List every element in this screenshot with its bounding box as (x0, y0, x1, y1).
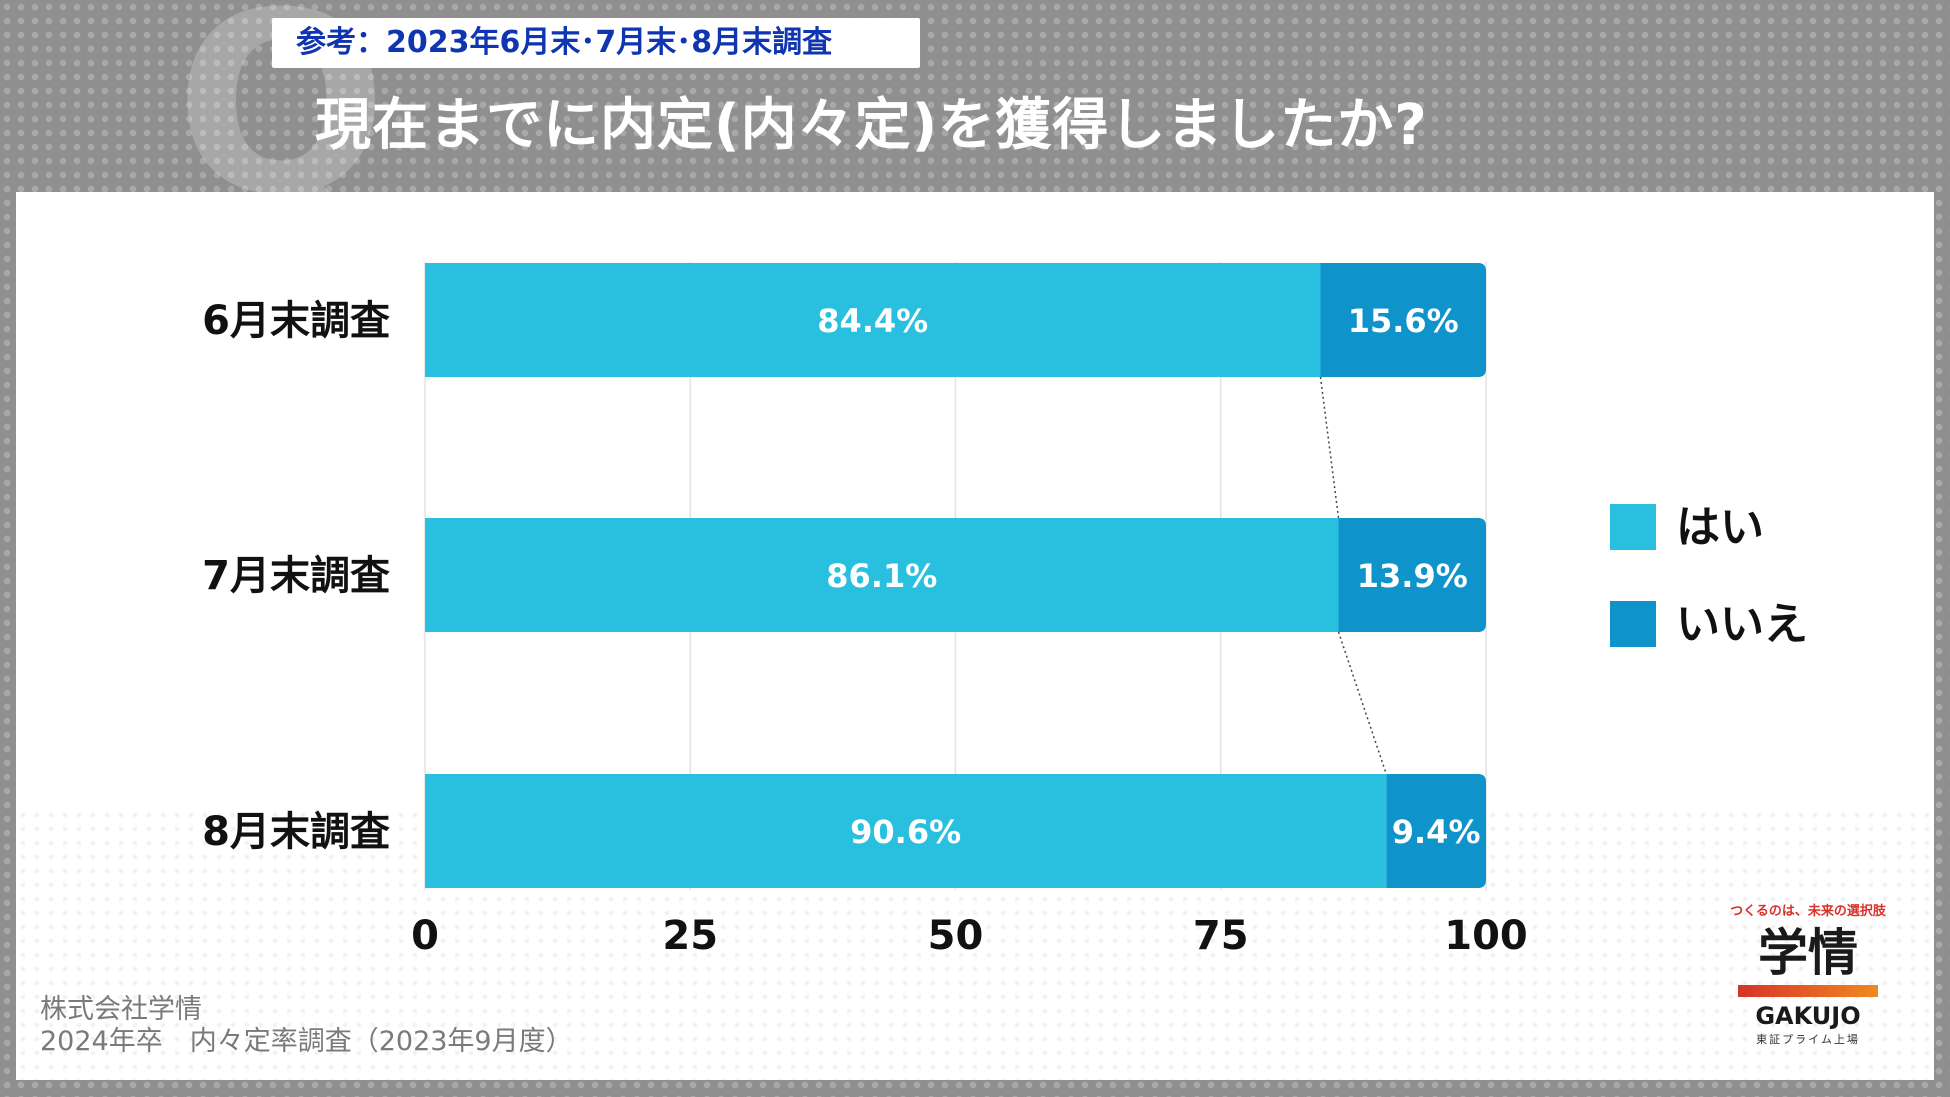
source-company: 株式会社学情 (40, 994, 202, 1025)
bar-yes-2 (425, 518, 1339, 632)
category-label-2: 7月末調査 (202, 553, 390, 599)
legend-label-no: いいえ (1676, 599, 1808, 650)
bar-no-1 (1320, 263, 1486, 377)
bar-no-2 (1338, 518, 1486, 632)
x-tick-label-50: 50 (928, 913, 984, 959)
x-tick-label-75: 75 (1193, 913, 1249, 959)
logo-english: GAKUJO (1755, 1002, 1861, 1030)
legend-swatch-yes (1610, 504, 1656, 550)
connector-line-2 (1337, 631, 1387, 775)
logo-tagline: つくるのは、未来の選択肢 (1730, 904, 1886, 919)
x-tick-label-0: 0 (411, 913, 439, 959)
bar-yes-1 (425, 263, 1321, 377)
data-label-yes-3: 90.6% (850, 813, 961, 851)
gakujo-logo: つくるのは、未来の選択肢 学情 GAKUJO 東証プライム上場 (1728, 900, 1888, 1047)
source-survey: 2024年卒 内々定率調査（2023年9月度） (40, 1026, 573, 1057)
reference-badge: 参考：2023年6月末･7月末･8月末調査 (272, 18, 920, 68)
data-label-yes-1: 84.4% (817, 302, 928, 340)
data-label-no-1: 15.6% (1348, 302, 1459, 340)
data-label-no-2: 13.9% (1357, 557, 1468, 595)
data-label-no-3: 9.4% (1392, 813, 1481, 851)
x-tick-label-100: 100 (1444, 913, 1528, 959)
data-label-yes-2: 86.1% (826, 557, 937, 595)
category-label-3: 8月末調査 (202, 809, 390, 855)
page-title: 現在までに内定(内々定)を獲得しましたか? (315, 93, 1428, 158)
category-label-1: 6月末調査 (202, 298, 390, 344)
legend-swatch-no (1610, 601, 1656, 647)
logo-subtitle: 東証プライム上場 (1756, 1033, 1860, 1046)
logo-color-bar (1738, 985, 1878, 997)
logo-mark: 学情 (1758, 924, 1858, 982)
legend-label-yes: はい (1676, 502, 1764, 553)
bar-no-3 (1386, 774, 1486, 888)
x-tick-label-25: 25 (662, 913, 718, 959)
source-note: 株式会社学情 2024年卒 内々定率調査（2023年9月度） (40, 994, 573, 1058)
connector-line-1 (1319, 376, 1340, 519)
bar-yes-3 (425, 774, 1387, 888)
